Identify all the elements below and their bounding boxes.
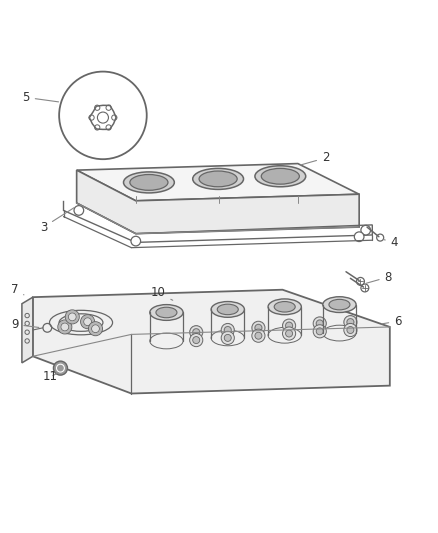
Circle shape [316, 320, 323, 327]
Ellipse shape [124, 172, 174, 193]
Ellipse shape [193, 168, 244, 189]
Circle shape [193, 329, 200, 336]
Text: 9: 9 [11, 318, 39, 331]
Polygon shape [77, 170, 359, 233]
Text: 2: 2 [300, 151, 329, 165]
Ellipse shape [211, 302, 244, 317]
Circle shape [190, 334, 203, 346]
Polygon shape [77, 164, 359, 201]
Circle shape [221, 324, 234, 336]
Text: 8: 8 [366, 271, 392, 284]
Circle shape [283, 327, 296, 340]
Ellipse shape [329, 300, 350, 310]
Circle shape [283, 319, 296, 332]
Circle shape [347, 327, 354, 334]
Circle shape [58, 320, 72, 334]
Polygon shape [22, 297, 33, 363]
Text: 11: 11 [43, 370, 58, 383]
Circle shape [252, 329, 265, 342]
Circle shape [53, 361, 67, 375]
Text: 7: 7 [11, 283, 24, 296]
Ellipse shape [268, 299, 301, 314]
Ellipse shape [323, 297, 356, 312]
Circle shape [255, 332, 262, 339]
Circle shape [361, 225, 371, 235]
Ellipse shape [199, 171, 237, 187]
Text: 6: 6 [381, 315, 402, 328]
Circle shape [344, 324, 357, 336]
Ellipse shape [130, 174, 168, 190]
Ellipse shape [150, 304, 183, 320]
Circle shape [344, 316, 357, 329]
Circle shape [224, 334, 231, 342]
Text: 5: 5 [22, 91, 59, 104]
Text: 10: 10 [151, 286, 173, 300]
Text: 3: 3 [40, 207, 74, 233]
Circle shape [347, 319, 354, 326]
Ellipse shape [255, 166, 306, 187]
Ellipse shape [217, 304, 238, 314]
Ellipse shape [261, 168, 299, 184]
Circle shape [316, 328, 323, 335]
Circle shape [190, 326, 203, 339]
Ellipse shape [274, 302, 295, 312]
Circle shape [131, 236, 141, 246]
Circle shape [88, 322, 102, 336]
Text: 4: 4 [384, 236, 398, 249]
Circle shape [286, 322, 293, 329]
Circle shape [74, 206, 84, 215]
Circle shape [221, 332, 234, 344]
Circle shape [81, 314, 95, 329]
Polygon shape [33, 290, 390, 393]
Circle shape [354, 232, 364, 241]
Circle shape [286, 330, 293, 337]
Circle shape [255, 324, 262, 332]
Circle shape [65, 310, 79, 324]
Circle shape [313, 325, 326, 338]
Circle shape [252, 321, 265, 334]
Circle shape [224, 327, 231, 334]
Circle shape [313, 317, 326, 330]
Circle shape [193, 336, 200, 344]
Ellipse shape [156, 307, 177, 318]
